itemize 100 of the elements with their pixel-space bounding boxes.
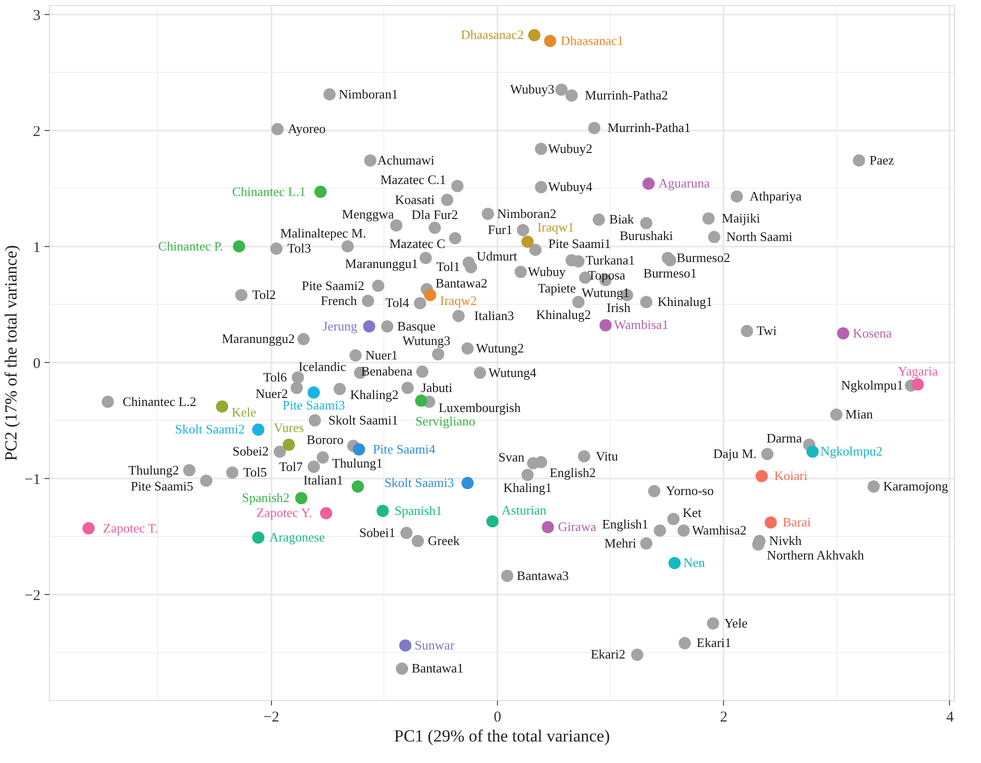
point <box>282 438 295 451</box>
data-label: Wutung3 <box>402 333 450 348</box>
point <box>599 319 612 332</box>
point <box>252 531 264 544</box>
data-label: Aguaruna <box>658 176 710 191</box>
data-label: Kele <box>232 404 256 420</box>
data-label: Mazatec C <box>389 236 446 252</box>
data-label: Maranunggu1 <box>345 256 418 271</box>
point <box>837 327 850 340</box>
data-label: Wubuy <box>528 264 566 279</box>
y-axis-title: PC2 (17% of the total variance) <box>2 245 21 461</box>
data-label: Italian3 <box>474 308 514 323</box>
data-label: Daju M. <box>713 446 757 462</box>
data-label: Burmeso2 <box>676 250 730 265</box>
data-label: Darma <box>766 430 802 446</box>
data-label: Sunwar <box>414 637 456 652</box>
data-label: Ngkolmpu1 <box>841 378 904 393</box>
point <box>521 236 534 248</box>
data-label: Tol7 <box>279 458 304 474</box>
y-tick-label: 1 <box>33 240 40 256</box>
data-label: Bantawa1 <box>412 660 464 676</box>
data-label: Vures <box>274 420 304 435</box>
data-label: North Saami <box>726 229 793 244</box>
point <box>806 446 819 458</box>
point <box>352 480 364 493</box>
data-label: Udmurt <box>476 248 518 264</box>
data-label: Pite Saami4 <box>372 441 436 456</box>
data-label: Northern Akhvakh <box>766 548 865 563</box>
data-label: Basque <box>397 318 436 334</box>
data-label: Burmeso1 <box>643 265 697 280</box>
data-label: Spanish2 <box>242 490 290 506</box>
data-label: Turkana1 <box>586 252 635 268</box>
data-label: Aragonese <box>269 530 326 545</box>
y-tick-label: 2 <box>33 124 40 140</box>
point <box>216 400 228 413</box>
data-label: Menggwa <box>342 206 394 222</box>
data-label: Wambisa1 <box>614 317 668 332</box>
data-label: Tol3 <box>287 240 312 256</box>
point <box>415 394 428 407</box>
data-label: Girawa <box>558 519 596 534</box>
data-label: Dhaasanac1 <box>560 32 624 48</box>
annotation: Italian1 <box>303 472 344 488</box>
data-label: Zapotec T. <box>103 520 158 536</box>
point <box>424 288 436 302</box>
data-label: Chinantec P. <box>158 238 224 254</box>
data-label: Koiari <box>774 468 808 484</box>
data-label: Spanish1 <box>394 502 442 518</box>
data-label: Biak <box>609 212 634 227</box>
data-label: Wutung4 <box>488 364 537 380</box>
data-label: Mian <box>845 406 874 422</box>
data-label: Pite Saami2 <box>302 278 364 293</box>
data-label: Wutung2 <box>476 340 524 356</box>
point <box>912 378 924 391</box>
data-label: Wutung1 <box>582 284 630 300</box>
data-label: Khinalug2 <box>536 307 591 322</box>
data-label: Tol2 <box>252 287 276 302</box>
data-label: Asturian <box>502 502 547 518</box>
point <box>363 320 376 333</box>
data-label: Yorno-so <box>666 483 714 498</box>
data-label: Burushaki <box>620 228 674 244</box>
data-label: Iraqw2 <box>440 293 477 308</box>
data-label: Thulung1 <box>332 456 383 471</box>
data-label: Wubuy2 <box>548 140 592 156</box>
data-label: Sobei2 <box>232 444 269 459</box>
data-label: Nimboran2 <box>497 206 556 221</box>
data-label: Khaling2 <box>350 387 399 402</box>
data-label: Achumawi <box>377 152 435 168</box>
point <box>295 492 308 504</box>
data-label: Khinalug1 <box>658 294 713 310</box>
data-label: Benabena <box>361 364 413 379</box>
data-label: Ekari1 <box>696 635 732 650</box>
data-label: Tol4 <box>385 295 410 310</box>
data-label: Toposa <box>588 268 626 283</box>
point <box>376 504 389 517</box>
data-label: Wubuy4 <box>548 179 593 194</box>
point <box>352 443 366 456</box>
data-label: Zapotec Y. <box>256 505 312 520</box>
point <box>486 515 499 528</box>
data-label: Jabuti <box>421 380 453 395</box>
data-label: Skolt Saami1 <box>328 412 398 428</box>
data-label: Paez <box>870 152 894 168</box>
data-label: Koasati <box>394 192 436 207</box>
point <box>756 470 768 482</box>
data-label: Svan <box>498 449 525 464</box>
data-label: Irish <box>606 300 631 316</box>
data-label: Thulung2 <box>128 462 179 478</box>
data-label: Vitu <box>596 448 619 464</box>
data-label: Bantawa2 <box>435 275 488 290</box>
data-label: Sobei1 <box>359 524 396 540</box>
point <box>252 424 264 436</box>
data-label: Athpariya <box>750 188 802 204</box>
data-label: Bantawa3 <box>516 568 569 583</box>
point <box>544 34 556 48</box>
data-label: English2 <box>550 465 596 480</box>
data-label: Ekari2 <box>590 646 626 662</box>
point <box>308 386 320 399</box>
point <box>542 521 554 534</box>
data-label: Khaling1 <box>503 480 552 495</box>
data-label: Nivkh <box>769 533 802 548</box>
data-label: Wubuy3 <box>510 82 554 97</box>
